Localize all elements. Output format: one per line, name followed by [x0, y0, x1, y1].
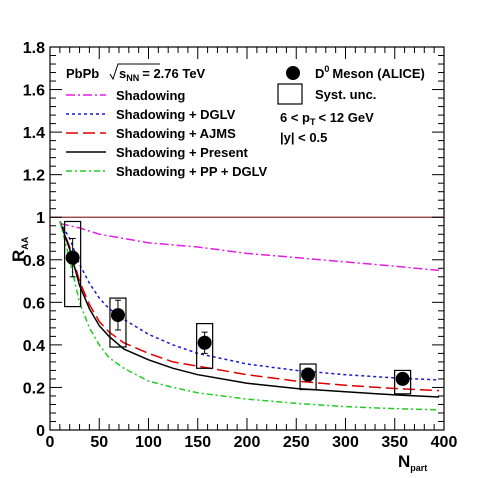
legend-data-sup: 0 [324, 64, 329, 74]
legend-data-label: Meson (ALICE) [332, 66, 424, 81]
legend-data-prefix: D [315, 66, 324, 81]
syst-box [196, 323, 214, 369]
pt-cut-post: < 12 GeV [319, 110, 375, 125]
x-tick-label: 0 [46, 434, 55, 451]
y-tick-label: 1.8 [23, 40, 45, 57]
x-tick-label: 200 [234, 434, 261, 451]
y-tick-label: 1.6 [23, 83, 45, 100]
x-tick-label: 50 [90, 434, 108, 451]
y-axis-title-sub: AA [20, 236, 30, 249]
series-line-3 [59, 221, 440, 392]
x-tick-label: 150 [184, 434, 211, 451]
legend-data-marker: D0 Meson (ALICE) [286, 64, 425, 81]
x-tick-label: 400 [431, 434, 458, 451]
legend-line-label: Shadowing + PP + DGLV [116, 164, 268, 179]
legend-line-label: Shadowing + DGLV [116, 107, 236, 122]
plot-area: 0 50 100 150 200 250 300 350 400 0 0.2 0.4 0.6 0.8 1 1.… [23, 40, 458, 451]
syst-box [394, 369, 412, 395]
data-point [301, 367, 316, 382]
data-point [395, 371, 410, 386]
legend-marker-dot [286, 66, 300, 80]
energy-label: sNN = 2.76 TeV [109, 63, 206, 83]
pt-cut-sub: T [310, 117, 316, 127]
legend-line-label: Shadowing + AJMS [116, 126, 236, 141]
legend-line-label: Shadowing + Present [116, 145, 249, 160]
energy-label-suffix: = 2.76 TeV [142, 66, 205, 81]
y-tick-label: 0.2 [23, 380, 45, 397]
series-line-2 [59, 221, 440, 381]
y-tick-label: 1.4 [23, 125, 45, 142]
svg-text:RAA: RAA [9, 236, 30, 262]
sqrt-symbol [109, 63, 160, 81]
y-tick-label: 0.4 [23, 338, 45, 355]
data-point [65, 250, 80, 265]
syst-box [109, 297, 127, 348]
svg-text:sNN= 2.76 TeV: sNN = 2.76 TeV [119, 66, 206, 83]
y-tick-label: 0.6 [23, 295, 45, 312]
legend-lines: Shadowing Shadowing + DGLV Shadowing + AJM… [66, 88, 268, 179]
x-tick-label: 300 [332, 434, 359, 451]
y-tick-label: 1 [36, 210, 45, 227]
energy-label-prefix: s [119, 66, 126, 81]
y-axis-title-main: R [9, 250, 28, 262]
system-label: PbPb [66, 66, 99, 81]
energy-label-sub: NN [126, 73, 139, 83]
legend-syst-label: Syst. unc. [315, 87, 376, 102]
x-axis-title-sub: part [410, 463, 427, 473]
x-tick-label: 350 [381, 434, 408, 451]
legend-syst-box: Syst. unc. [277, 83, 376, 105]
legend-line-label: Shadowing [116, 88, 185, 103]
legend-syst-box-rect [277, 83, 303, 105]
y-tick-label: 1.2 [23, 168, 45, 185]
kinematic-cuts: 6 < pT < 12 GeV |y| < 0.5 [280, 110, 374, 145]
series-line-4 [59, 221, 440, 398]
pt-cut-pre: 6 < p [280, 110, 310, 125]
x-tick-label: 250 [283, 434, 310, 451]
x-tick-label: 100 [135, 434, 162, 451]
x-axis-title: Npart [398, 452, 427, 473]
system-label-text: PbPb [66, 66, 99, 81]
plot-frame [49, 46, 445, 431]
syst-box [299, 363, 317, 391]
rapidity-cut: |y| < 0.5 [280, 130, 327, 145]
y-axis-title: RAA [9, 236, 30, 262]
data-point [197, 335, 212, 350]
series-line-1 [59, 222, 440, 272]
y-tick-label: 0 [36, 423, 45, 440]
y-tick-label: 0.8 [23, 253, 45, 270]
x-axis-title-main: N [398, 452, 410, 471]
syst-box [64, 220, 82, 308]
svg-text:6 < pT< 12 GeV: 6 < pT < 12 GeV [280, 110, 374, 127]
svg-text:Npart: Npart [398, 452, 427, 473]
data-point [110, 308, 125, 323]
series-line-5 [59, 221, 440, 411]
